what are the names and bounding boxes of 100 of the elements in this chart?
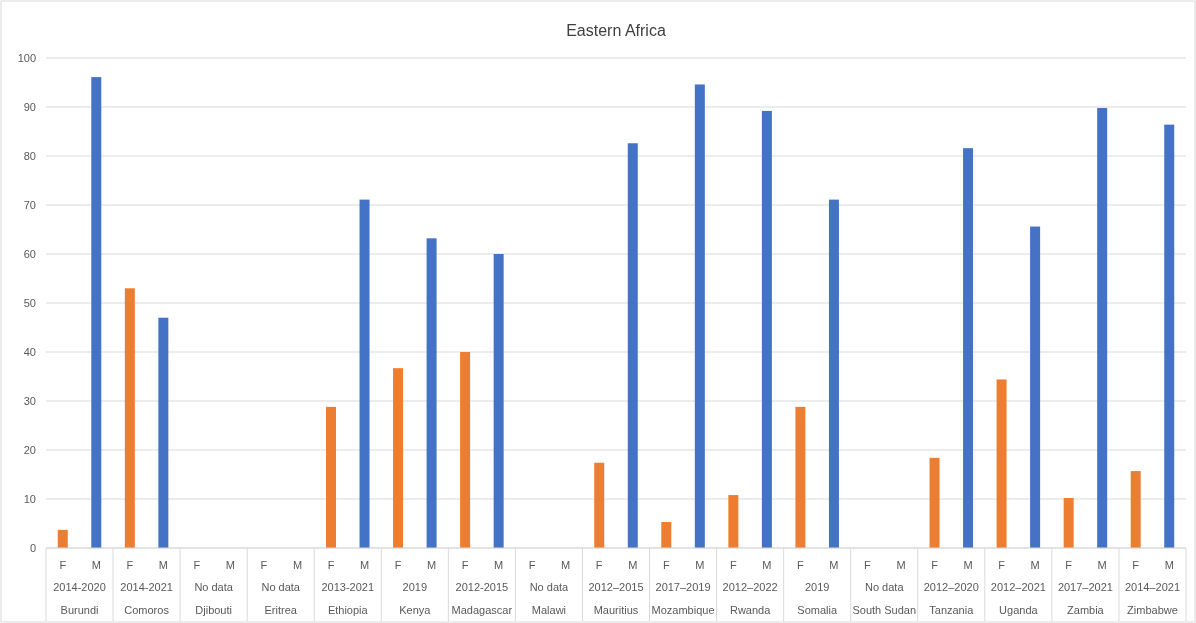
- text: M: [158, 559, 168, 571]
- text: 2019: [804, 581, 830, 593]
- x-tick-label: Kenya: [399, 604, 432, 616]
- text: 2012-2015: [455, 581, 509, 593]
- x-tick-label: Comoros: [124, 604, 170, 616]
- bar: [728, 495, 739, 548]
- y-tick-label: 30: [23, 395, 36, 408]
- bar: [1030, 226, 1041, 548]
- text: M: [829, 559, 839, 571]
- y-tick-label: 100: [17, 52, 36, 65]
- text: F: [797, 559, 804, 571]
- bar: [828, 199, 839, 548]
- bar: [694, 84, 705, 548]
- series-label: F: [59, 559, 67, 571]
- text: M: [494, 559, 504, 571]
- text: F: [193, 559, 201, 571]
- bar: [963, 148, 974, 548]
- text: F: [126, 559, 134, 571]
- y-tick-label: 40: [23, 346, 36, 359]
- x-tick-label: South Sudan: [852, 604, 917, 616]
- text: M: [427, 559, 437, 571]
- text: No data: [261, 581, 301, 593]
- x-tick-label: Madagascar: [451, 604, 513, 616]
- bar: [1097, 107, 1108, 548]
- bar: [426, 238, 437, 548]
- y-tick-label: 10: [23, 493, 36, 506]
- y-tick-label: 50: [23, 297, 36, 310]
- x-tick-label: Mozambique: [651, 604, 715, 616]
- bar: [929, 457, 940, 548]
- text: 2012–2015: [588, 581, 644, 593]
- text: 2012–2022: [722, 581, 778, 593]
- text: 2017–2021: [1057, 581, 1113, 593]
- text: M: [1097, 559, 1107, 571]
- text: 2014-2020: [53, 581, 106, 593]
- text: F: [864, 559, 871, 571]
- text: M: [762, 559, 772, 571]
- x-tick-label: Uganda: [999, 604, 1039, 616]
- text: No data: [529, 581, 570, 593]
- text: M: [292, 559, 303, 571]
- bar: [627, 143, 638, 548]
- x-tick-label: Ethiopia: [327, 604, 369, 616]
- bar: [158, 317, 169, 548]
- bar: [124, 288, 135, 548]
- text: F: [931, 559, 938, 571]
- y-tick-label: 0: [29, 542, 36, 555]
- y-tick-label: 90: [23, 101, 36, 114]
- text: 2019: [402, 581, 428, 593]
- text: F: [1065, 559, 1073, 571]
- x-tick-label: Somalia: [797, 604, 838, 616]
- text: M: [896, 559, 906, 571]
- text: M: [695, 559, 705, 571]
- bar: [91, 77, 102, 548]
- text: 2014-2021: [120, 581, 173, 593]
- text: F: [595, 559, 603, 571]
- bar: [57, 529, 68, 548]
- text: No data: [864, 581, 905, 593]
- x-tick-label: Tanzania: [929, 604, 975, 616]
- x-tick-label: Burundi: [60, 604, 99, 616]
- series-label: M: [91, 559, 101, 571]
- text: M: [628, 559, 638, 571]
- bar: [493, 254, 504, 548]
- x-tick-label: Djibouti: [195, 604, 232, 616]
- bar: [460, 352, 471, 548]
- bar: [594, 462, 605, 548]
- bar: [1130, 471, 1141, 548]
- x-tick-label: Zimbabwe: [1127, 604, 1178, 616]
- text: 2012–2021: [990, 581, 1046, 593]
- bar: [393, 368, 404, 548]
- text: M: [1030, 559, 1040, 571]
- text: 2012–2020: [923, 581, 979, 593]
- x-tick-label: Zambia: [1067, 604, 1105, 616]
- text: 2013-2021: [321, 581, 375, 593]
- text: M: [561, 559, 571, 571]
- text: F: [461, 559, 469, 571]
- y-tick-label: 20: [23, 444, 36, 457]
- text: F: [260, 559, 268, 571]
- x-tick-label: Eritrea: [264, 604, 298, 616]
- bar: [359, 199, 370, 548]
- text: M: [1164, 559, 1174, 571]
- y-tick-label: 60: [23, 248, 36, 261]
- bar: [996, 379, 1007, 548]
- x-tick-label: Malawi: [531, 604, 567, 616]
- y-tick-label: 80: [23, 150, 36, 163]
- text: No data: [194, 581, 234, 593]
- text: F: [327, 559, 335, 571]
- bar: [1164, 124, 1175, 548]
- text: 2017–2019: [655, 581, 711, 593]
- x-tick-label: Mauritius: [593, 604, 639, 616]
- text: F: [394, 559, 402, 571]
- bar: [761, 110, 772, 548]
- text: M: [963, 559, 973, 571]
- text: F: [729, 559, 737, 571]
- text: M: [359, 559, 370, 571]
- text: F: [528, 559, 536, 571]
- chart-title: Eastern Africa: [566, 22, 666, 39]
- text: F: [662, 559, 670, 571]
- bar: [1063, 498, 1074, 548]
- text: M: [225, 559, 235, 571]
- y-tick-label: 70: [23, 199, 36, 212]
- bar: [326, 406, 336, 548]
